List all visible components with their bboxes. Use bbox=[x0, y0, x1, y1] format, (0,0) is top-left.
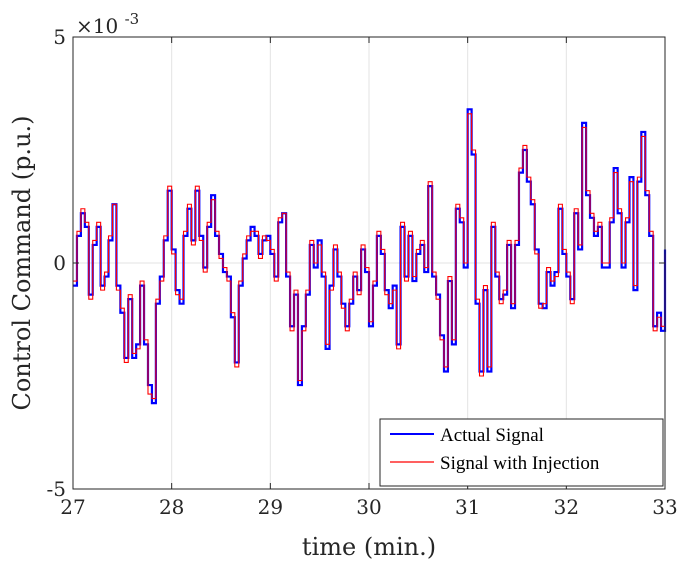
y-axis-title: Control Command (p.u.) bbox=[8, 115, 36, 410]
x-tick-label: 30 bbox=[356, 495, 381, 519]
legend-box bbox=[379, 418, 664, 487]
plot-series bbox=[73, 108, 667, 405]
y-multiplier-exponent: -3 bbox=[125, 10, 140, 28]
x-tick-label: 32 bbox=[554, 495, 579, 519]
y-tick-label: -5 bbox=[47, 477, 66, 501]
x-axis-title: time (min.) bbox=[302, 533, 436, 561]
legend-label-actual-signal: Actual Signal bbox=[440, 425, 544, 446]
y-tick-label: 0 bbox=[53, 251, 66, 275]
legend: Actual Signal Signal with Injection bbox=[379, 418, 664, 487]
axis-ticks: 27 28 29 30 31 32 33 -5 0 5 bbox=[47, 25, 678, 519]
x-tick-label: 29 bbox=[258, 495, 283, 519]
x-tick-label: 31 bbox=[455, 495, 480, 519]
series-line-signal-with-injection bbox=[73, 113, 666, 400]
x-tick-label: 28 bbox=[159, 495, 184, 519]
legend-label-signal-with-injection: Signal with Injection bbox=[440, 453, 600, 474]
y-multiplier-label: ×10 -3 bbox=[76, 10, 139, 38]
y-tick-label: 5 bbox=[53, 25, 66, 49]
x-tick-label: 33 bbox=[652, 495, 677, 519]
x-tick-label: 27 bbox=[60, 495, 85, 519]
y-multiplier-base: ×10 bbox=[76, 14, 118, 38]
